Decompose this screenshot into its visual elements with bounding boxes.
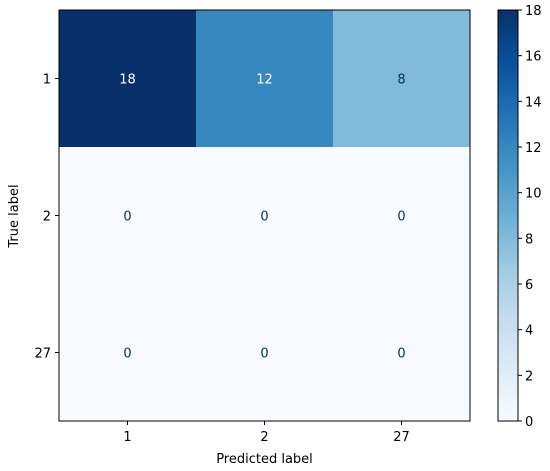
colorbar-tick-label: 16 [525,50,542,65]
x-axis-label: Predicted label [216,452,313,467]
matrix-cell [196,147,334,285]
colorbar [497,9,519,422]
matrix-cell [333,284,471,422]
y-tick-label: 2 [43,210,51,225]
cell-value-label: 0 [397,210,405,225]
x-axis-ticks: 1 2 27 [123,421,410,445]
matrix-cell [196,284,334,422]
cell-value-label: 12 [256,73,273,88]
x-tick-label: 27 [393,430,410,445]
matrix-cell [59,10,197,148]
y-tick-label: 1 [43,73,51,88]
cell-value-label: 18 [119,73,136,88]
y-tick-label: 27 [34,347,51,362]
colorbar-tick-label: 14 [525,95,542,110]
colorbar-tick-label: 10 [525,187,542,202]
cell-value-label: 0 [260,347,268,362]
colorbar-ticks: 0 2 4 6 8 10 12 14 16 18 [518,4,542,430]
matrix-cell [59,284,197,422]
colorbar-tick-label: 4 [525,324,533,339]
y-axis-ticks: 1 2 27 [34,73,59,362]
matrix-cells: 18 12 8 0 0 0 0 0 0 [59,10,471,422]
x-tick-label: 1 [123,430,131,445]
colorbar-tick-label: 8 [525,232,533,247]
colorbar-tick-label: 12 [525,141,542,156]
colorbar-tick-label: 18 [525,4,542,19]
colorbar-tick-label: 2 [525,369,533,384]
cell-value-label: 0 [123,347,131,362]
cell-value-label: 0 [397,347,405,362]
colorbar-tick-label: 6 [525,278,533,293]
y-axis-label: True label [7,184,22,248]
cell-value-label: 0 [123,210,131,225]
matrix-cell [333,10,471,148]
matrix-cell [333,147,471,285]
cell-value-label: 0 [260,210,268,225]
x-tick-label: 2 [260,430,268,445]
matrix-cell [196,10,334,148]
matrix-cell [59,147,197,285]
colorbar-tick-label: 0 [525,415,533,430]
cell-value-label: 8 [397,73,405,88]
